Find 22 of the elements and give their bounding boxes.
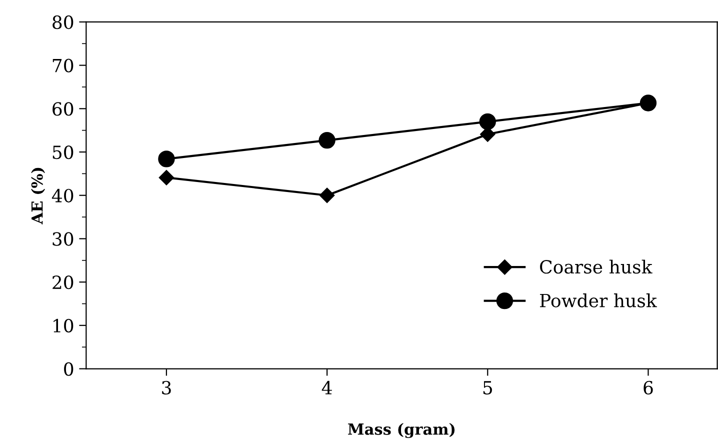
x-tick-label: 6 [644, 380, 653, 395]
y-tick-label: 10 [54, 318, 74, 333]
y-tick-label: 50 [52, 145, 74, 160]
x-tick-label: 3 [162, 380, 171, 395]
y-tick-label: 80 [52, 15, 74, 30]
y-tick-label: 30 [52, 232, 74, 246]
y-tick-label: 70 [52, 58, 74, 72]
point [318, 132, 336, 149]
point [158, 170, 174, 186]
y-tick-label: 0 [64, 362, 74, 376]
x-axis-title: Mass (gram) [348, 423, 455, 438]
legend-label: Coarse husk [540, 260, 652, 274]
legend-label: Powder husk [540, 293, 657, 308]
point [319, 188, 335, 203]
y-axis-title: AE (%) [31, 168, 46, 224]
point [479, 113, 496, 130]
x-tick-label: 5 [483, 381, 492, 395]
point [158, 150, 175, 168]
y-tick-label: 40 [52, 188, 74, 202]
x-tick-label: 4 [322, 380, 332, 394]
y-tick-label: 20 [52, 276, 74, 290]
y-tick-label: 60 [52, 102, 74, 116]
